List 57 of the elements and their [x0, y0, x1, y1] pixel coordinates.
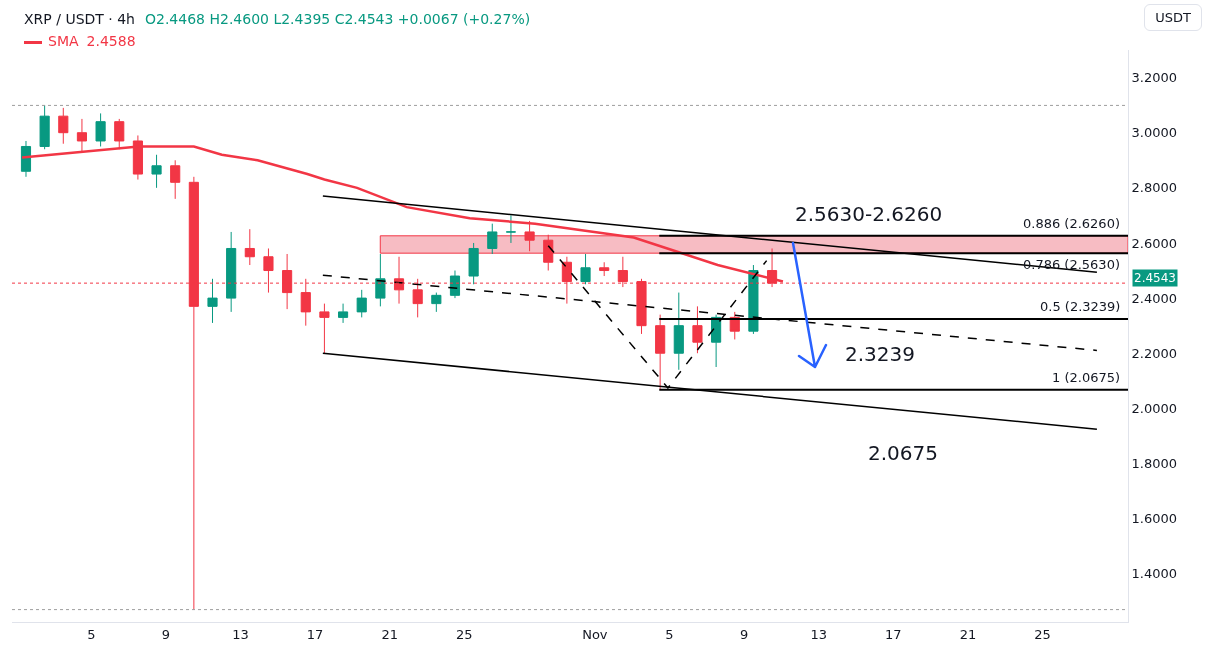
chart-title: XRP / USDT · 4h: [24, 11, 135, 27]
y-tick-label: 2.2000: [1131, 345, 1178, 361]
candlestick: [356, 289, 367, 318]
candlestick: [244, 228, 255, 266]
annotation: 2.0675: [868, 441, 938, 465]
x-tick-label: 9: [739, 626, 749, 642]
candlestick: [319, 303, 330, 354]
ref-line-label: 2.4543: [1134, 271, 1176, 285]
candlestick: [170, 159, 181, 200]
legend-label: SMA: [48, 33, 79, 49]
y-tick-label: 2.0000: [1131, 400, 1178, 416]
candlestick: [431, 292, 442, 313]
x-tick-label: 5: [665, 626, 674, 642]
ref-line-label: 1 (2.0675): [1052, 370, 1121, 385]
ref-line-label: 0.5 (2.3239): [1040, 299, 1121, 314]
text: 2.4588: [86, 33, 136, 49]
candlestick: [655, 314, 666, 390]
x-tick-label: 21: [381, 626, 398, 642]
x-tick-label: 17: [306, 626, 324, 642]
x-tick-label: 25: [456, 626, 473, 642]
candlestick: [468, 242, 479, 285]
chart-subtitle: O2.4468 H2.4600 L2.4395 C2.4543 +0.0067 (+0.27%): [144, 11, 531, 27]
y-tick-label: 1.6000: [1131, 511, 1178, 527]
x-tick-label: 13: [810, 626, 827, 642]
candlestick: [580, 253, 591, 285]
candlestick: [338, 303, 349, 324]
x-tick-label: 17: [885, 626, 902, 642]
x-tick-label: 21: [959, 626, 977, 642]
candlestick: [20, 140, 32, 178]
candlestick: [692, 305, 703, 354]
y-tick-label: 1.8000: [1131, 456, 1178, 472]
y-tick-label: 2.8000: [1131, 180, 1178, 196]
candlestick: [375, 253, 386, 307]
y-tick-label: 2.4000: [1131, 290, 1178, 306]
y-tick-label: 3.0000: [1131, 125, 1178, 141]
candlestick: [487, 223, 498, 255]
x-tick-label: 5: [87, 626, 96, 642]
candlestick: [39, 104, 50, 150]
y-tick-label: 2.6000: [1131, 235, 1178, 251]
x-tick-label: 25: [1034, 626, 1051, 642]
y-tick-label: 3.2000: [1131, 70, 1178, 86]
candlestick: [95, 112, 106, 147]
band-label: 2.5630-2.6260: [795, 202, 943, 226]
candlestick: [673, 292, 684, 371]
candlestick: [151, 154, 162, 189]
x-tick-label: 13: [232, 626, 249, 642]
candlestick: [599, 261, 610, 277]
candlestick: [226, 231, 237, 313]
candlestick: [505, 214, 517, 244]
x-tick-label: 9: [161, 626, 171, 642]
ref-line-label: 0.886 (2.6260): [1023, 216, 1120, 231]
y-axis-title: USDT: [1144, 4, 1202, 31]
candlestick: [58, 107, 69, 145]
x-tick-label: Nov: [582, 626, 608, 642]
annotation: 2.3239: [845, 342, 915, 366]
candlestick: [207, 278, 218, 324]
y-tick-label: 1.4000: [1131, 566, 1178, 582]
